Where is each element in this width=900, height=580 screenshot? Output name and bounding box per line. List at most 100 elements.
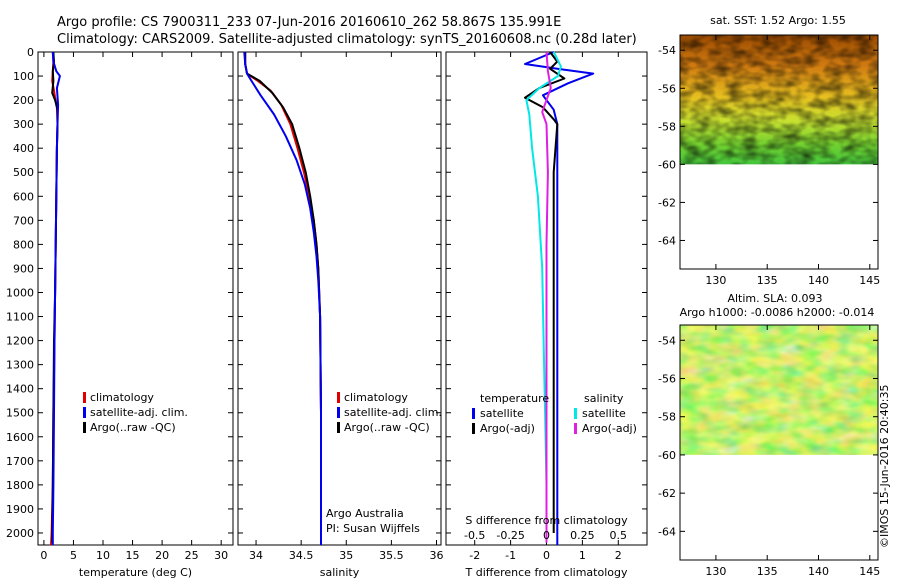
sst-map-xtick-label: 130 bbox=[705, 274, 726, 287]
temperature-ytick-label: 1100 bbox=[6, 311, 34, 324]
salinity-panel: 34 34.5 35 35.5 36 salinity climatology satelli… bbox=[237, 51, 443, 579]
temperature-xtick-label: 10 bbox=[96, 549, 110, 562]
sst-map-ytick-label: -54 bbox=[658, 44, 676, 57]
temperature-legend-label: satellite-adj. clim. bbox=[90, 406, 188, 419]
difference-xtick-label: 0 bbox=[543, 549, 550, 562]
sst-map-xtick-label: 140 bbox=[808, 274, 829, 287]
sla-map-subtitle: Argo h1000: -0.0086 h2000: -0.014 bbox=[680, 306, 875, 319]
temperature-xtick-label: 15 bbox=[126, 549, 140, 562]
temperature-xtick-label: 20 bbox=[155, 549, 169, 562]
temperature-ytick-label: 800 bbox=[13, 238, 34, 251]
salinity-annotation: PI: Susan Wijffels bbox=[326, 522, 420, 535]
sla-map-ytick-label: -64 bbox=[658, 525, 676, 538]
temperature-ytick-label: 900 bbox=[13, 262, 34, 275]
sla-map-xtick-label: 140 bbox=[808, 565, 829, 578]
title-line-1: Argo profile: CS 7900311_233 07-Jun-2016… bbox=[57, 15, 561, 30]
sla-map-ytick-label: -56 bbox=[658, 372, 676, 385]
temperature-legend-swatch bbox=[83, 407, 86, 418]
sst-map-texture bbox=[680, 35, 878, 173]
temperature-ytick-label: 700 bbox=[13, 214, 34, 227]
difference-xlabel: T difference from climatology bbox=[465, 566, 628, 579]
temperature-ytick-label: 500 bbox=[13, 166, 34, 179]
sla-map-ytick-label: -60 bbox=[658, 449, 676, 462]
temperature-ytick-label: 600 bbox=[13, 190, 34, 203]
temperature-ytick-label: 1800 bbox=[6, 479, 34, 492]
difference-panel: -2 -1 0 1 2 T difference from climatology S di… bbox=[445, 51, 648, 579]
temperature-ytick-label: 400 bbox=[13, 142, 34, 155]
difference-legend-label: Argo(-adj) bbox=[582, 422, 637, 435]
difference-legend-swatch bbox=[472, 423, 475, 434]
difference-top-xtick-label: 0 bbox=[543, 529, 550, 542]
salinity-xlabel: salinity bbox=[320, 566, 360, 579]
sla-map-ytick-label: -58 bbox=[658, 411, 676, 424]
temperature-xtick-label: 0 bbox=[40, 549, 47, 562]
salinity-legend-swatch bbox=[337, 422, 340, 433]
sla-map-ytick-label: -62 bbox=[658, 487, 676, 500]
difference-series-sal_satellite bbox=[525, 51, 562, 543]
difference-xtick-label: 1 bbox=[579, 549, 586, 562]
sst-map-xtick-label: 145 bbox=[859, 274, 880, 287]
salinity-xtick-label: 36 bbox=[429, 549, 443, 562]
sla-map-field bbox=[680, 325, 878, 465]
sla-map-title: Altim. SLA: 0.093 bbox=[727, 292, 822, 305]
salinity-series-argo bbox=[244, 52, 322, 543]
sla-map-empty-area bbox=[680, 454, 878, 560]
difference-legend-title: temperature bbox=[480, 392, 549, 405]
difference-legend-title: salinity bbox=[584, 392, 624, 405]
difference-top-xtick-label: 0.25 bbox=[570, 529, 595, 542]
sla-map-xtick-label: 130 bbox=[705, 565, 726, 578]
salinity-legend-label: satellite-adj. clim. bbox=[344, 406, 442, 419]
temperature-ytick-label: 1300 bbox=[6, 359, 34, 372]
temperature-ytick-label: 1200 bbox=[6, 335, 34, 348]
sst-map-frame bbox=[679, 34, 879, 270]
salinity-annotation: Argo Australia bbox=[326, 507, 404, 520]
temperature-ytick-label: 300 bbox=[13, 118, 34, 131]
sst-map-ytick-label: -62 bbox=[658, 196, 676, 209]
difference-series-satellite bbox=[524, 51, 595, 545]
temperature-panel: 0 5 10 15 20 25 300100200300400500600700800900… bbox=[6, 46, 234, 579]
temperature-series-satellite bbox=[51, 51, 61, 545]
salinity-xtick-label: 34.5 bbox=[289, 549, 314, 562]
sst-map-ytick-label: -60 bbox=[658, 158, 676, 171]
temperature-ytick-label: 1600 bbox=[6, 431, 34, 444]
salinity-legend-label: climatology bbox=[344, 391, 408, 404]
sst-map-empty-area bbox=[680, 164, 878, 269]
temperature-legend-label: Argo(..raw -QC) bbox=[90, 421, 176, 434]
difference-xtick-label: -1 bbox=[505, 549, 516, 562]
difference-legend-label: satellite bbox=[582, 407, 626, 420]
temperature-legend-swatch bbox=[83, 422, 86, 433]
salinity-series-satellite bbox=[243, 51, 322, 545]
sst-map-title: sat. SST: 1.52 Argo: 1.55 bbox=[710, 14, 846, 27]
salinity-series-climatology bbox=[244, 52, 322, 545]
temperature-legend-swatch bbox=[83, 392, 86, 403]
sst-map-ytick-label: -56 bbox=[658, 82, 676, 95]
sst-map-ytick-label: -64 bbox=[658, 234, 676, 247]
difference-legend-swatch bbox=[574, 408, 577, 419]
temperature-legend-label: climatology bbox=[90, 391, 154, 404]
temperature-ytick-label: 1400 bbox=[6, 383, 34, 396]
title-line-2: Climatology: CARS2009. Satellite-adjuste… bbox=[57, 32, 637, 47]
difference-top-xtick-label: -0.5 bbox=[464, 529, 485, 542]
salinity-xtick-label: 35.5 bbox=[379, 549, 404, 562]
temperature-frame bbox=[37, 51, 234, 546]
temperature-ytick-label: 0 bbox=[27, 46, 34, 59]
temperature-ytick-label: 1000 bbox=[6, 286, 34, 299]
difference-legend-swatch bbox=[574, 423, 577, 434]
temperature-ytick-label: 200 bbox=[13, 94, 34, 107]
temperature-xtick-label: 25 bbox=[185, 549, 199, 562]
salinity-legend-swatch bbox=[337, 407, 340, 418]
difference-top-xtick-label: -0.25 bbox=[496, 529, 524, 542]
difference-top-xlabel: S difference from climatology bbox=[465, 514, 628, 527]
salinity-xtick-label: 35 bbox=[339, 549, 353, 562]
sla-map-xtick-label: 145 bbox=[859, 565, 880, 578]
sst-map: 130 135 140 145 -54 -56 -58 -60 -62 -64 bbox=[658, 34, 880, 287]
temperature-xtick-label: 5 bbox=[70, 549, 77, 562]
salinity-xtick-label: 34 bbox=[249, 549, 263, 562]
temperature-ytick-label: 1900 bbox=[6, 503, 34, 516]
credit-text: ©IMOS 15-Jun-2016 20:40:35 bbox=[878, 384, 891, 548]
salinity-frame bbox=[237, 51, 442, 546]
salinity-legend-swatch bbox=[337, 392, 340, 403]
sst-map-xtick-label: 135 bbox=[757, 274, 778, 287]
temperature-ytick-label: 1500 bbox=[6, 407, 34, 420]
